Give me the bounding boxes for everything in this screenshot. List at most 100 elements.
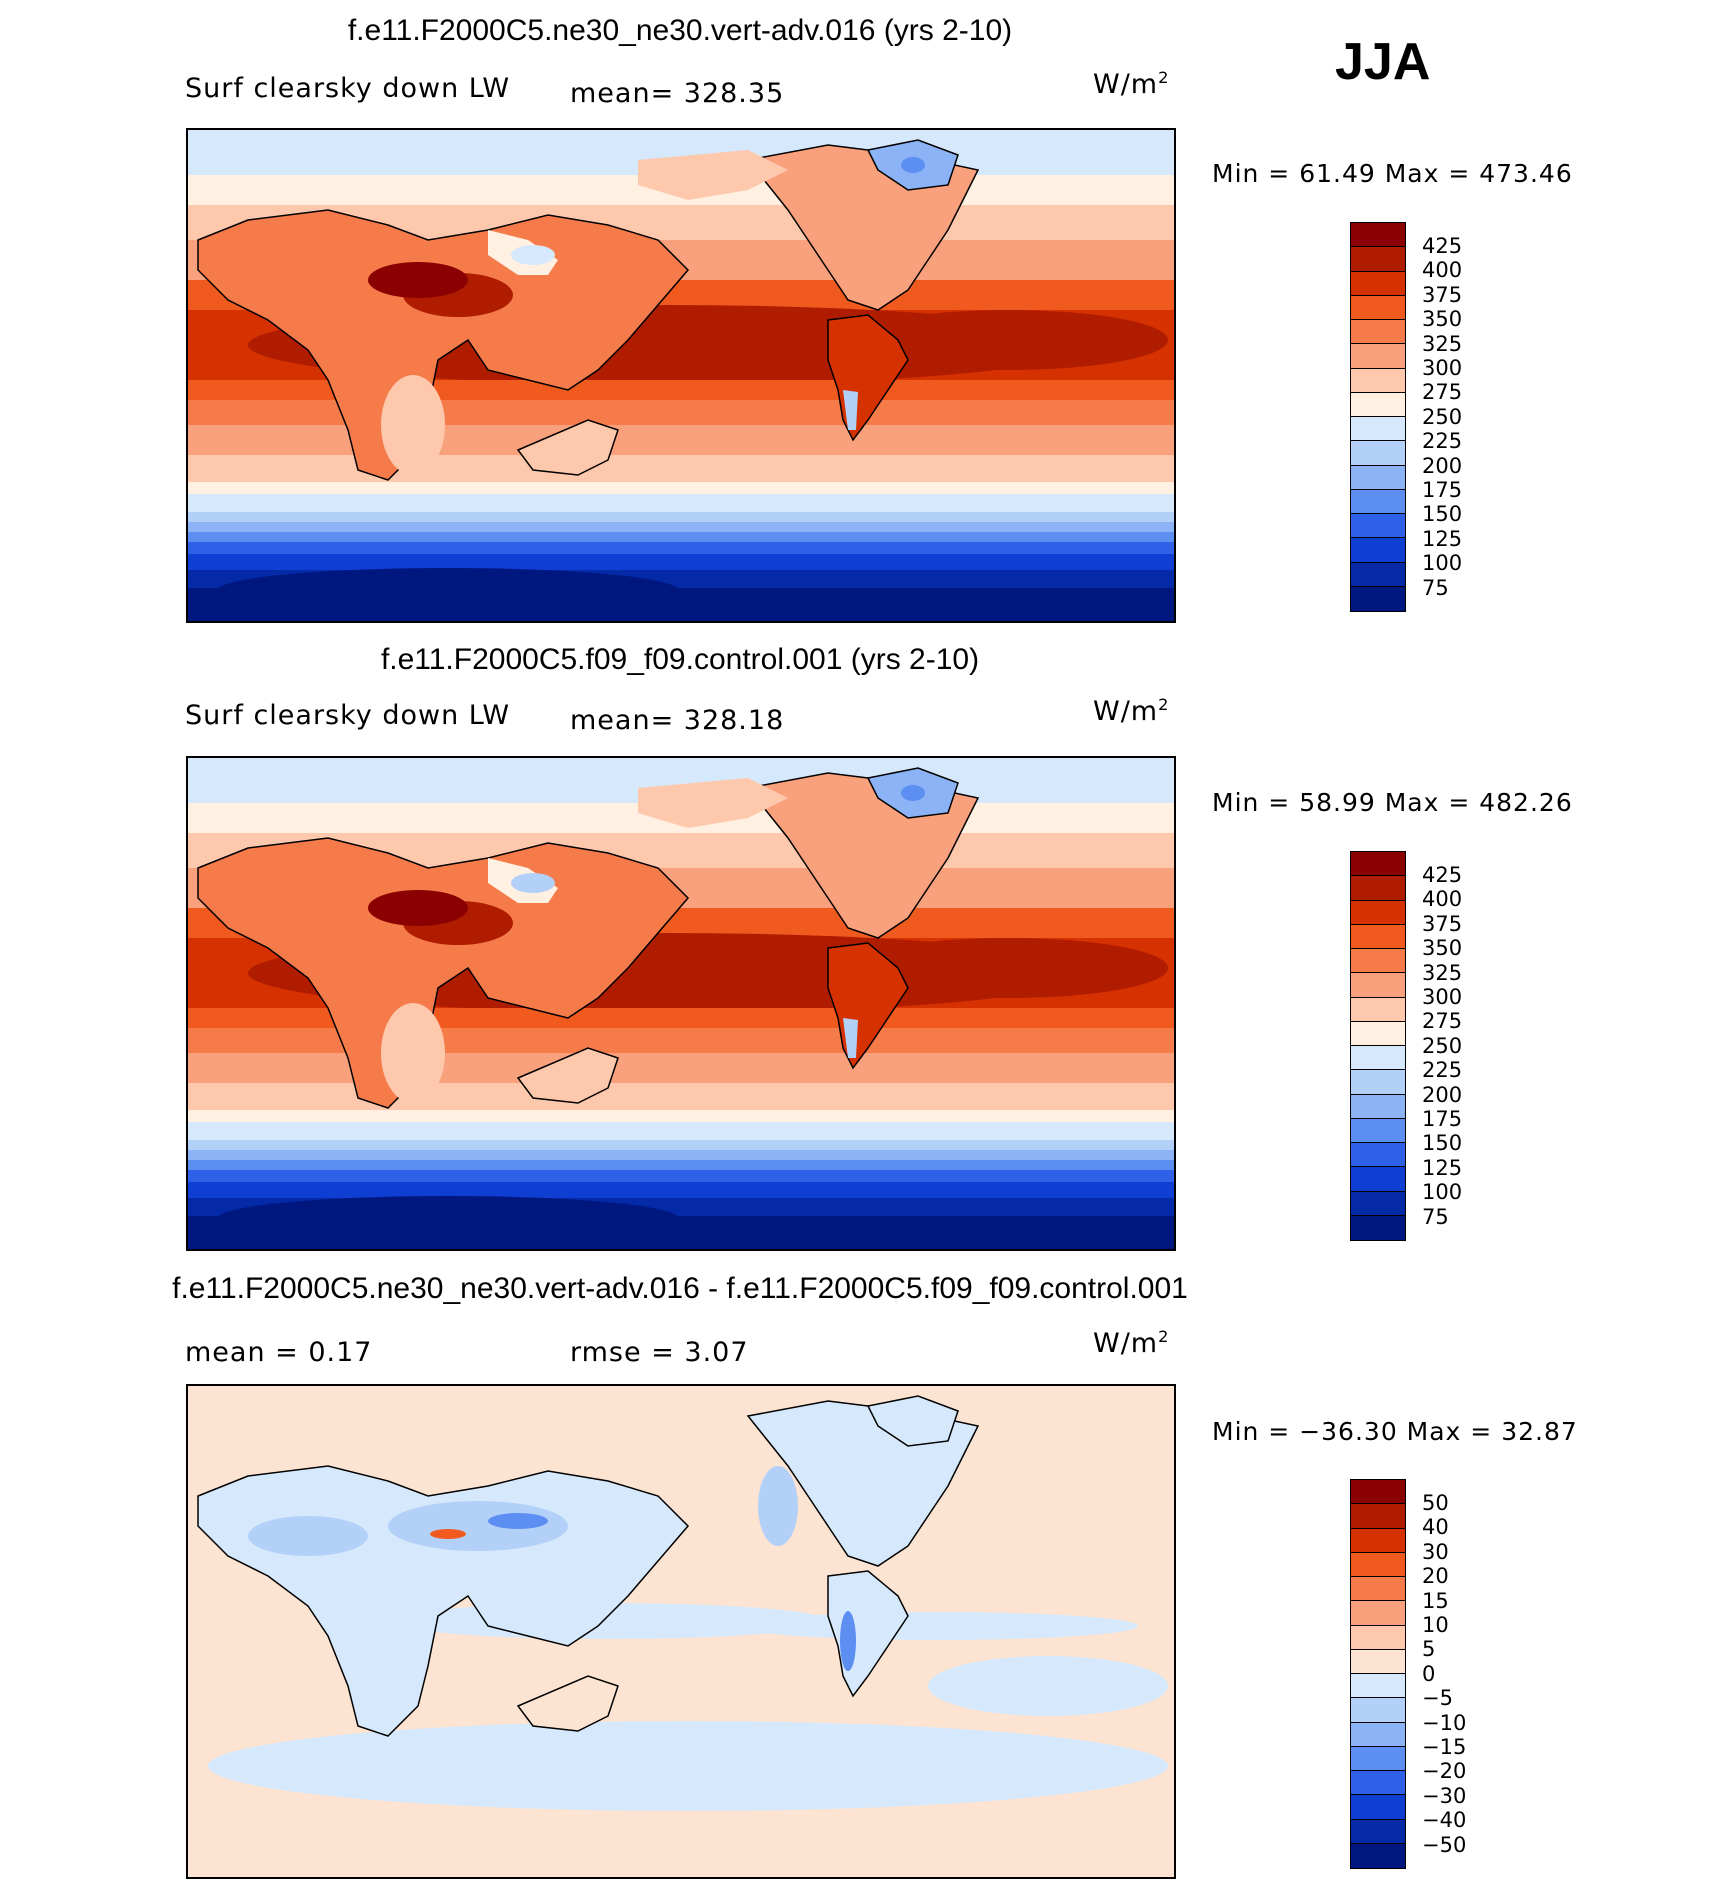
- colorbar-label: 20: [1422, 1564, 1449, 1589]
- panel-1-title: f.e11.F2000C5.ne30_ne30.vert-adv.016 (yr…: [347, 14, 1013, 47]
- colorbar-label: 350: [1422, 936, 1463, 961]
- colorbar-label: −40: [1422, 1808, 1467, 1833]
- colorbar-1-bin: [1351, 392, 1405, 417]
- colorbar-label: 75: [1422, 575, 1449, 600]
- colorbar-3-bin: [1351, 1480, 1405, 1505]
- colorbar-label: 150: [1422, 502, 1463, 527]
- panel-1-units: W/m2: [1093, 68, 1170, 100]
- colorbar-label: −30: [1422, 1783, 1467, 1808]
- panel-3-min-max: Min = −36.30 Max = 32.87: [1212, 1417, 1578, 1446]
- colorbar-3-bin: [1351, 1528, 1405, 1553]
- colorbar-2-bin: [1351, 1046, 1405, 1071]
- panel-1-min-max: Min = 61.49 Max = 473.46: [1212, 159, 1573, 188]
- colorbar-label: 250: [1422, 404, 1463, 429]
- colorbar-3-bin: [1351, 1843, 1405, 1868]
- colorbar-1-bin: [1351, 538, 1405, 563]
- colorbar-label: 225: [1422, 429, 1463, 454]
- colorbar-3-bin: [1351, 1771, 1405, 1796]
- colorbar-3-bin: [1351, 1577, 1405, 1602]
- colorbar-label: 350: [1422, 307, 1463, 332]
- colorbar-1-bin: [1351, 489, 1405, 514]
- colorbar-1-bin: [1351, 223, 1405, 248]
- panel-3-map: [186, 1384, 1176, 1879]
- panel-1-mean-label: mean= 328.35: [570, 78, 785, 109]
- colorbar-3-bin: [1351, 1795, 1405, 1820]
- colorbar-label: 375: [1422, 911, 1463, 936]
- colorbar-label: 200: [1422, 1082, 1463, 1107]
- colorbar-label: −5: [1422, 1686, 1453, 1711]
- colorbar-label: 400: [1422, 258, 1463, 283]
- colorbar-label: 300: [1422, 985, 1463, 1009]
- colorbar-label: 5: [1422, 1637, 1436, 1662]
- colorbar-label: 175: [1422, 1107, 1463, 1131]
- colorbar-3-bin: [1351, 1552, 1405, 1577]
- colorbar-2-bin: [1351, 924, 1405, 949]
- colorbar-1-bin: [1351, 295, 1405, 320]
- colorbar-3-bin: [1351, 1819, 1405, 1844]
- panel-1-map: [186, 128, 1176, 623]
- panel-2-min-max: Min = 58.99 Max = 482.26: [1212, 788, 1573, 817]
- panel-3-colorbar: [1350, 1479, 1406, 1869]
- colorbar-3-bin: [1351, 1698, 1405, 1723]
- colorbar-3-bin: [1351, 1504, 1405, 1529]
- colorbar-label: 175: [1422, 478, 1463, 502]
- colorbar-2-bin: [1351, 997, 1405, 1022]
- panel-1-colorbar: [1350, 222, 1406, 612]
- panel-1-variable-label: Surf clearsky down LW: [185, 73, 511, 104]
- colorbar-label: 425: [1422, 863, 1463, 887]
- colorbar-2-bin: [1351, 1143, 1405, 1168]
- colorbar-label: −10: [1422, 1710, 1467, 1735]
- colorbar-label: 30: [1422, 1539, 1449, 1564]
- colorbar-2-bin: [1351, 1070, 1405, 1095]
- colorbar-label: 400: [1422, 887, 1463, 912]
- colorbar-label: 0: [1422, 1661, 1436, 1686]
- colorbar-2-bin: [1351, 1021, 1405, 1046]
- colorbar-label: −20: [1422, 1759, 1467, 1784]
- colorbar-3-bin: [1351, 1625, 1405, 1650]
- colorbar-label: 250: [1422, 1033, 1463, 1058]
- colorbar-label: −50: [1422, 1832, 1467, 1857]
- panel-2-variable-label: Surf clearsky down LW: [185, 700, 511, 731]
- colorbar-3-bin: [1351, 1601, 1405, 1626]
- colorbar-label: 125: [1422, 526, 1463, 551]
- panel-3-rmse-label: rmse = 3.07: [570, 1337, 749, 1368]
- colorbar-label: 75: [1422, 1204, 1449, 1229]
- panel-2-mean-label: mean= 328.18: [570, 705, 785, 736]
- colorbar-label: 275: [1422, 380, 1463, 405]
- colorbar-label: 300: [1422, 356, 1463, 380]
- colorbar-label: 10: [1422, 1613, 1449, 1637]
- colorbar-label: 100: [1422, 1180, 1463, 1205]
- panel-3-mean-label: mean = 0.17: [185, 1337, 373, 1368]
- colorbar-label: 50: [1422, 1491, 1449, 1515]
- panel-2-colorbar: [1350, 851, 1406, 1241]
- colorbar-2-bin: [1351, 852, 1405, 877]
- colorbar-1-bin: [1351, 514, 1405, 539]
- colorbar-3-bin: [1351, 1746, 1405, 1771]
- colorbar-2-bin: [1351, 1094, 1405, 1119]
- colorbar-3-bin: [1351, 1722, 1405, 1747]
- colorbar-1-bin: [1351, 465, 1405, 490]
- colorbar-label: 40: [1422, 1515, 1449, 1540]
- colorbar-label: 325: [1422, 331, 1463, 356]
- colorbar-label: 225: [1422, 1058, 1463, 1083]
- colorbar-2-bin: [1351, 876, 1405, 901]
- colorbar-label: 275: [1422, 1009, 1463, 1034]
- panel-3-title: f.e11.F2000C5.ne30_ne30.vert-adv.016 - f…: [172, 1272, 1188, 1305]
- colorbar-label: 425: [1422, 234, 1463, 258]
- colorbar-label: 375: [1422, 282, 1463, 307]
- panel-2-units: W/m2: [1093, 695, 1170, 727]
- colorbar-label: 200: [1422, 453, 1463, 478]
- colorbar-1-bin: [1351, 441, 1405, 466]
- colorbar-2-bin: [1351, 949, 1405, 974]
- colorbar-1-bin: [1351, 320, 1405, 345]
- colorbar-2-bin: [1351, 1191, 1405, 1216]
- colorbar-label: 15: [1422, 1588, 1449, 1613]
- colorbar-1-bin: [1351, 417, 1405, 442]
- colorbar-2-bin: [1351, 1118, 1405, 1143]
- season-label: JJA: [1335, 33, 1431, 91]
- colorbar-2-bin: [1351, 1215, 1405, 1240]
- panel-3-units: W/m2: [1093, 1327, 1170, 1359]
- panel-2-title: f.e11.F2000C5.f09_f09.control.001 (yrs 2…: [380, 643, 980, 676]
- colorbar-3-bin: [1351, 1649, 1405, 1674]
- colorbar-2-bin: [1351, 1167, 1405, 1192]
